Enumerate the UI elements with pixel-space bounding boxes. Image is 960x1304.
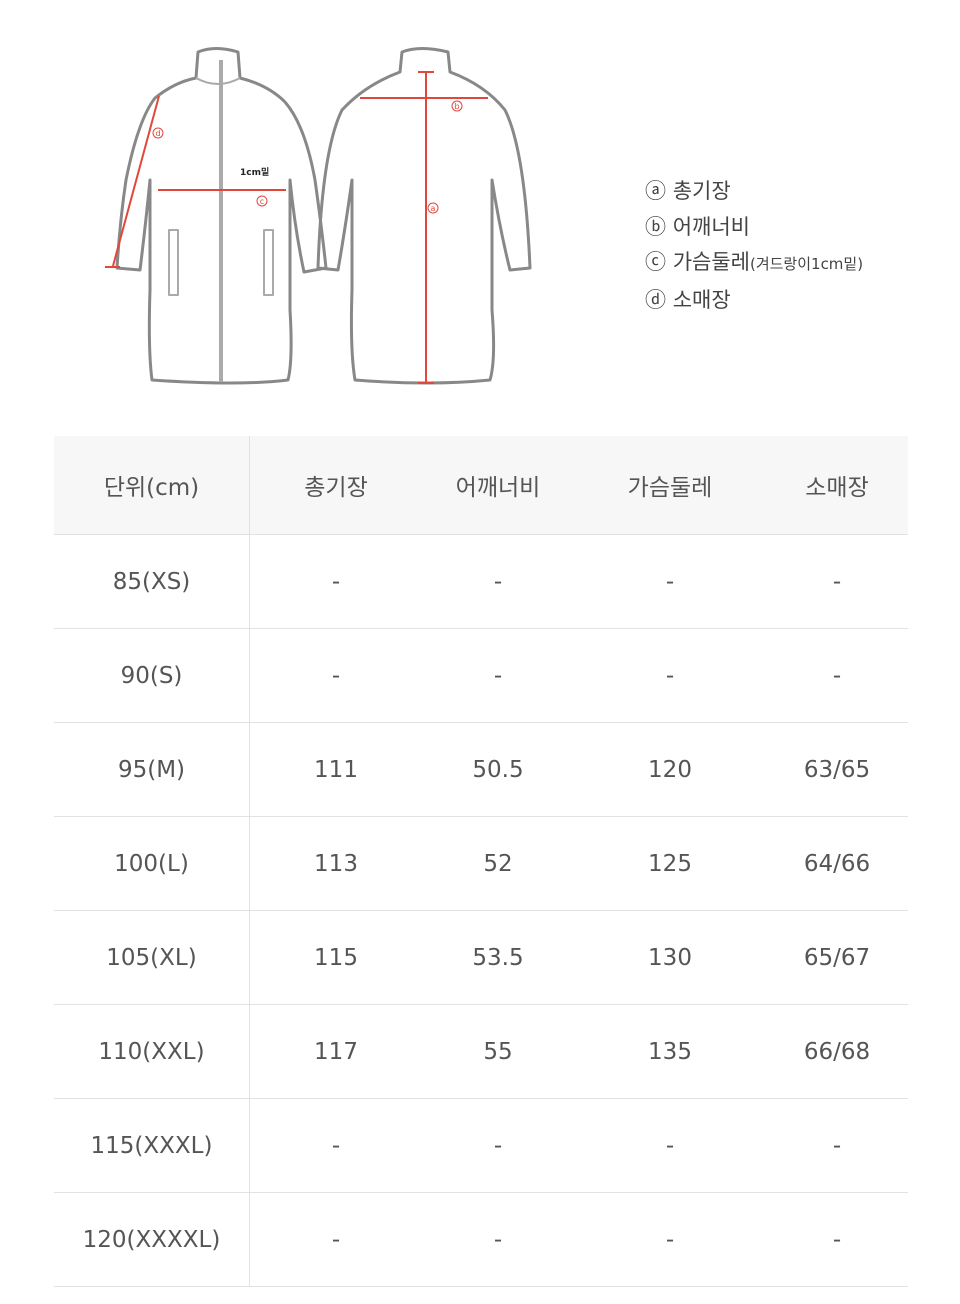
measurement-cell: 120 <box>574 722 766 817</box>
measurement-cell: 115 <box>249 910 422 1005</box>
marker-c-icon <box>256 195 268 207</box>
measurement-cell: 117 <box>249 1004 422 1099</box>
column-header: 단위(cm) <box>54 436 250 535</box>
table-row: 105(XL) 115 53.5 130 65/67 <box>54 910 908 1005</box>
size-cell: 110(XXL) <box>54 1004 250 1099</box>
measurement-cell: - <box>766 628 908 723</box>
measurement-cell: - <box>249 1098 422 1193</box>
measurement-cell: 111 <box>249 722 422 817</box>
table-row: 115(XXXL) - - - - <box>54 1098 908 1193</box>
table-row: 90(S) - - - - <box>54 628 908 723</box>
column-header: 총기장 <box>249 436 422 535</box>
measurement-cell: 64/66 <box>766 816 908 911</box>
column-header: 어깨너비 <box>422 436 574 535</box>
measurement-cell: - <box>574 628 766 723</box>
table-header-row: 단위(cm) 총기장 어깨너비 가슴둘레 소매장 <box>54 436 908 535</box>
measurement-cell: 125 <box>574 816 766 911</box>
legend-marker: ⓑ <box>645 214 666 239</box>
measurement-cell: - <box>766 1192 908 1287</box>
legend-item: ⓐ 총기장 <box>645 174 863 210</box>
size-table: 단위(cm) 총기장 어깨너비 가슴둘레 소매장 85(XS) - - - -90(S) - - - -… <box>54 436 908 1287</box>
measurement-cell: - <box>249 1192 422 1287</box>
svg-text:b: b <box>454 102 459 111</box>
measurement-cell: - <box>422 1098 574 1193</box>
size-cell: 120(XXXXL) <box>54 1192 250 1287</box>
column-header: 가슴둘레 <box>574 436 766 535</box>
legend-marker: ⓒ <box>645 250 666 274</box>
measurement-cell: - <box>766 1098 908 1193</box>
legend-label: 총기장 <box>672 179 731 203</box>
legend-item: ⓒ 가슴둘레(겨드랑이1cm밑) <box>645 245 863 283</box>
size-cell: 115(XXXL) <box>54 1098 250 1193</box>
measurement-cell: 50.5 <box>422 722 574 817</box>
size-cell: 90(S) <box>54 628 250 723</box>
legend-label: 어깨너비 <box>672 214 750 239</box>
size-cell: 95(M) <box>54 722 250 817</box>
svg-text:d: d <box>155 129 160 138</box>
legend-label: 소매장 <box>672 287 731 312</box>
legend-label: 가슴둘레 <box>672 250 750 274</box>
measurement-cell: 66/68 <box>766 1004 908 1099</box>
column-header: 소매장 <box>766 436 908 535</box>
coat-front-illustration <box>115 47 328 385</box>
svg-text:a: a <box>431 204 436 213</box>
table-row: 120(XXXXL) - - - - <box>54 1192 908 1287</box>
marker-d-icon <box>152 127 164 139</box>
measurement-cell: - <box>766 534 908 629</box>
measurement-cell: 65/67 <box>766 910 908 1005</box>
measurement-cell: 53.5 <box>422 910 574 1005</box>
measurement-cell: - <box>574 1192 766 1287</box>
measurement-cell: 63/65 <box>766 722 908 817</box>
measurement-cell: - <box>574 534 766 629</box>
table-row: 95(M) 111 50.5 120 63/65 <box>54 722 908 817</box>
coat-measurement-diagram: d c b a 1cm밑 <box>105 47 532 385</box>
svg-text:c: c <box>260 197 264 206</box>
coat-back-illustration <box>316 47 532 385</box>
measurement-cell: 135 <box>574 1004 766 1099</box>
measurement-cell: 52 <box>422 816 574 911</box>
size-cell: 105(XL) <box>54 910 250 1005</box>
legend-item: ⓑ 어깨너비 <box>645 210 863 246</box>
size-cell: 85(XS) <box>54 534 250 629</box>
legend-note: (겨드랑이1cm밑) <box>749 255 864 273</box>
measurement-lines <box>105 71 488 384</box>
measurement-cell: - <box>422 628 574 723</box>
measurement-cell: 113 <box>249 816 422 911</box>
marker-a-icon <box>427 202 439 214</box>
legend-marker: ⓐ <box>645 179 666 203</box>
measurement-legend: ⓐ 총기장 ⓑ 어깨너비 ⓒ 가슴둘레(겨드랑이1cm밑) ⓓ 소매장 <box>645 174 863 318</box>
legend-marker: ⓓ <box>645 287 666 312</box>
marker-b-icon <box>451 100 463 112</box>
measurement-cell: - <box>422 534 574 629</box>
table-row: 85(XS) - - - - <box>54 534 908 629</box>
measurement-cell: - <box>422 1192 574 1287</box>
measurement-cell: - <box>249 628 422 723</box>
table-row: 100(L) 113 52 125 64/66 <box>54 816 908 911</box>
measurement-cell: - <box>574 1098 766 1193</box>
size-cell: 100(L) <box>54 816 250 911</box>
table-row: 110(XXL) 117 55 135 66/68 <box>54 1004 908 1099</box>
measurement-cell: 55 <box>422 1004 574 1099</box>
underarm-note: 1cm밑 <box>240 166 269 178</box>
legend-item: ⓓ 소매장 <box>645 283 863 319</box>
measurement-cell: 130 <box>574 910 766 1005</box>
measurement-cell: - <box>249 534 422 629</box>
